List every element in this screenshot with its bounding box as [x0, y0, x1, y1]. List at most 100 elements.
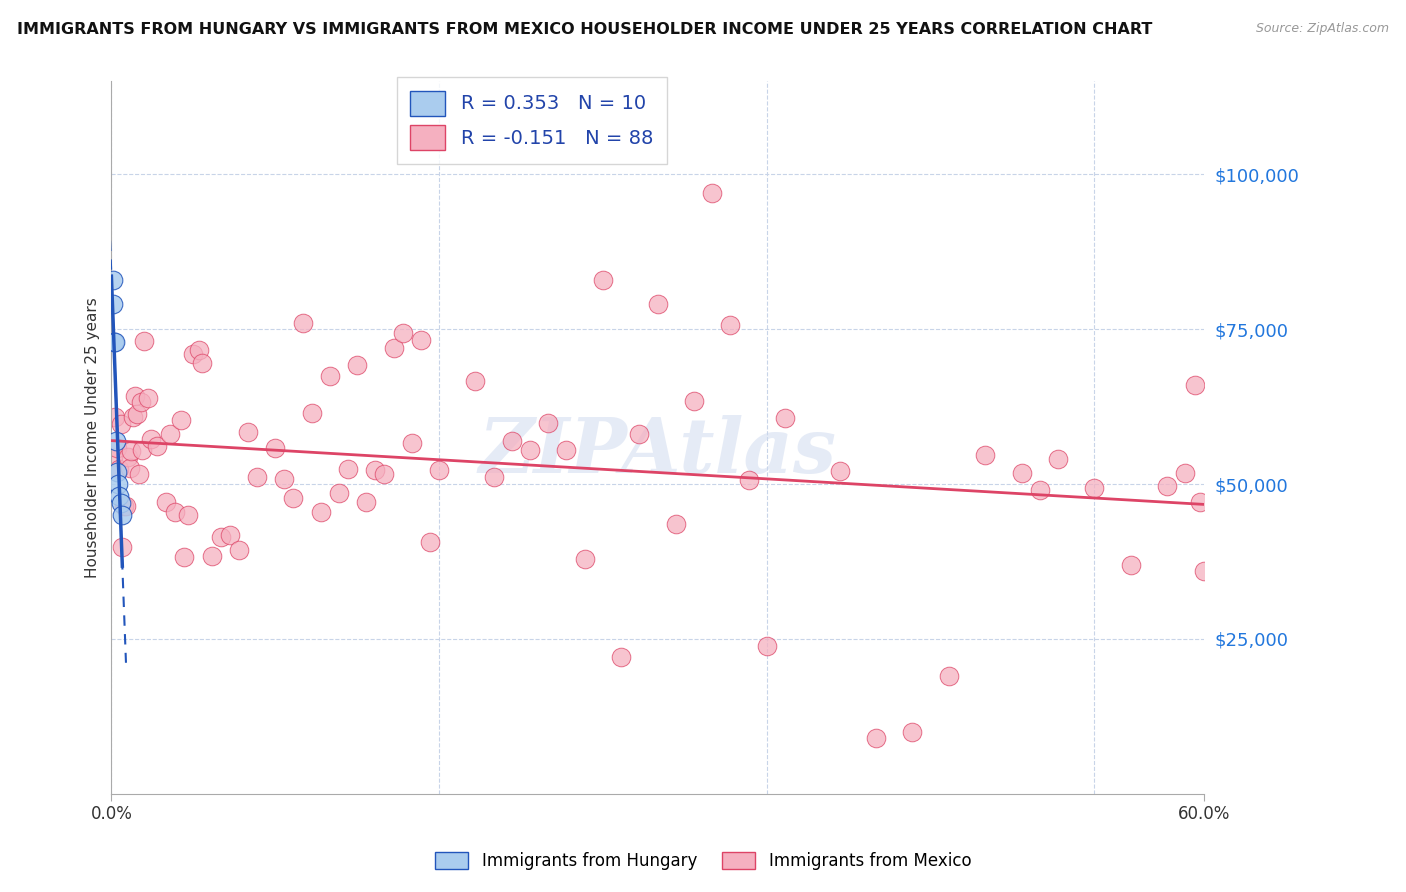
Point — [124, 389, 146, 403]
Point — [129, 395, 152, 409]
Point — [200, 549, 222, 563]
Point — [373, 467, 395, 481]
Point — [592, 272, 614, 286]
Point — [177, 508, 200, 522]
Point — [107, 462, 129, 476]
Point — [865, 731, 887, 745]
Point — [183, 347, 205, 361]
Point — [665, 516, 688, 531]
Point — [1192, 564, 1215, 578]
Point — [264, 441, 287, 455]
Point — [104, 434, 127, 448]
Point — [291, 316, 314, 330]
Point — [283, 491, 305, 505]
Point — [101, 272, 124, 286]
Point — [110, 417, 132, 431]
Point — [159, 426, 181, 441]
Point — [301, 406, 323, 420]
Point — [117, 450, 139, 465]
Point — [209, 530, 232, 544]
Point — [519, 442, 541, 457]
Point — [110, 495, 132, 509]
Point — [574, 552, 596, 566]
Point — [354, 495, 377, 509]
Point — [122, 409, 145, 424]
Point — [155, 495, 177, 509]
Point — [773, 411, 796, 425]
Point — [131, 442, 153, 457]
Point — [319, 368, 342, 383]
Point — [146, 439, 169, 453]
Point — [1188, 495, 1211, 509]
Point — [191, 356, 214, 370]
Point — [141, 432, 163, 446]
Point — [112, 500, 135, 514]
Point — [111, 541, 134, 555]
Point — [482, 469, 505, 483]
Point — [118, 461, 141, 475]
Point — [419, 535, 441, 549]
Legend: Immigrants from Hungary, Immigrants from Mexico: Immigrants from Hungary, Immigrants from… — [429, 845, 977, 877]
Point — [169, 413, 191, 427]
Point — [1119, 558, 1142, 573]
Point — [537, 416, 560, 430]
Point — [409, 333, 432, 347]
Point — [111, 508, 134, 522]
Point — [401, 435, 423, 450]
Text: Source: ZipAtlas.com: Source: ZipAtlas.com — [1256, 22, 1389, 36]
Point — [555, 443, 578, 458]
Point — [218, 528, 240, 542]
Point — [136, 391, 159, 405]
Point — [391, 326, 413, 341]
Point — [938, 669, 960, 683]
Point — [427, 463, 450, 477]
Legend: R = 0.353   N = 10, R = -0.151   N = 88: R = 0.353 N = 10, R = -0.151 N = 88 — [396, 77, 666, 164]
Point — [236, 425, 259, 439]
Point — [105, 465, 128, 479]
Point — [115, 499, 138, 513]
Point — [974, 448, 997, 462]
Point — [364, 462, 387, 476]
Point — [718, 318, 741, 332]
Point — [104, 334, 127, 349]
Point — [1011, 467, 1033, 481]
Point — [228, 543, 250, 558]
Point — [103, 450, 125, 464]
Point — [107, 490, 129, 504]
Point — [309, 505, 332, 519]
Point — [464, 374, 486, 388]
Point — [128, 467, 150, 482]
Point — [104, 409, 127, 424]
Point — [103, 297, 125, 311]
Point — [246, 470, 269, 484]
Point — [187, 343, 209, 358]
Point — [647, 297, 669, 311]
Point — [173, 550, 195, 565]
Text: ZIPAtlas: ZIPAtlas — [478, 415, 837, 489]
Point — [125, 407, 148, 421]
Point — [700, 186, 723, 200]
Point — [328, 486, 350, 500]
Point — [165, 505, 187, 519]
Text: IMMIGRANTS FROM HUNGARY VS IMMIGRANTS FROM MEXICO HOUSEHOLDER INCOME UNDER 25 YE: IMMIGRANTS FROM HUNGARY VS IMMIGRANTS FR… — [17, 22, 1153, 37]
Point — [683, 393, 706, 408]
Point — [1083, 482, 1105, 496]
Point — [755, 640, 778, 654]
Point — [346, 358, 368, 372]
Point — [120, 444, 142, 458]
Point — [107, 477, 129, 491]
Point — [1156, 479, 1178, 493]
Point — [901, 724, 924, 739]
Point — [737, 473, 759, 487]
Point — [1046, 452, 1069, 467]
Point — [103, 334, 125, 349]
Point — [501, 434, 523, 449]
Point — [134, 334, 156, 348]
Point — [105, 441, 128, 455]
Point — [382, 341, 405, 355]
Point — [628, 427, 651, 442]
Point — [1184, 378, 1206, 392]
Point — [1029, 483, 1052, 498]
Point — [337, 462, 360, 476]
Point — [610, 650, 633, 665]
